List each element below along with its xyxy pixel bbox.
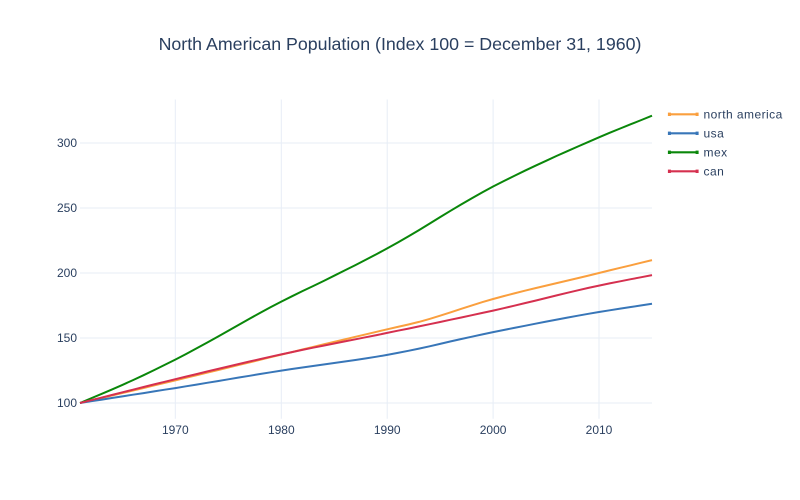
svg-text:2010: 2010	[586, 423, 613, 437]
svg-text:2000: 2000	[480, 423, 507, 437]
svg-text:1980: 1980	[268, 423, 295, 437]
svg-text:can: can	[704, 165, 725, 179]
svg-text:North American Population (Ind: North American Population (Index 100 = D…	[159, 34, 642, 54]
svg-text:north america: north america	[704, 108, 783, 122]
svg-text:200: 200	[57, 266, 77, 280]
svg-text:250: 250	[57, 201, 77, 215]
svg-text:300: 300	[57, 136, 77, 150]
svg-text:usa: usa	[704, 127, 725, 141]
svg-text:mex: mex	[704, 146, 728, 160]
svg-text:1990: 1990	[374, 423, 401, 437]
svg-text:100: 100	[57, 396, 77, 410]
svg-text:1970: 1970	[162, 423, 189, 437]
svg-text:150: 150	[57, 331, 77, 345]
